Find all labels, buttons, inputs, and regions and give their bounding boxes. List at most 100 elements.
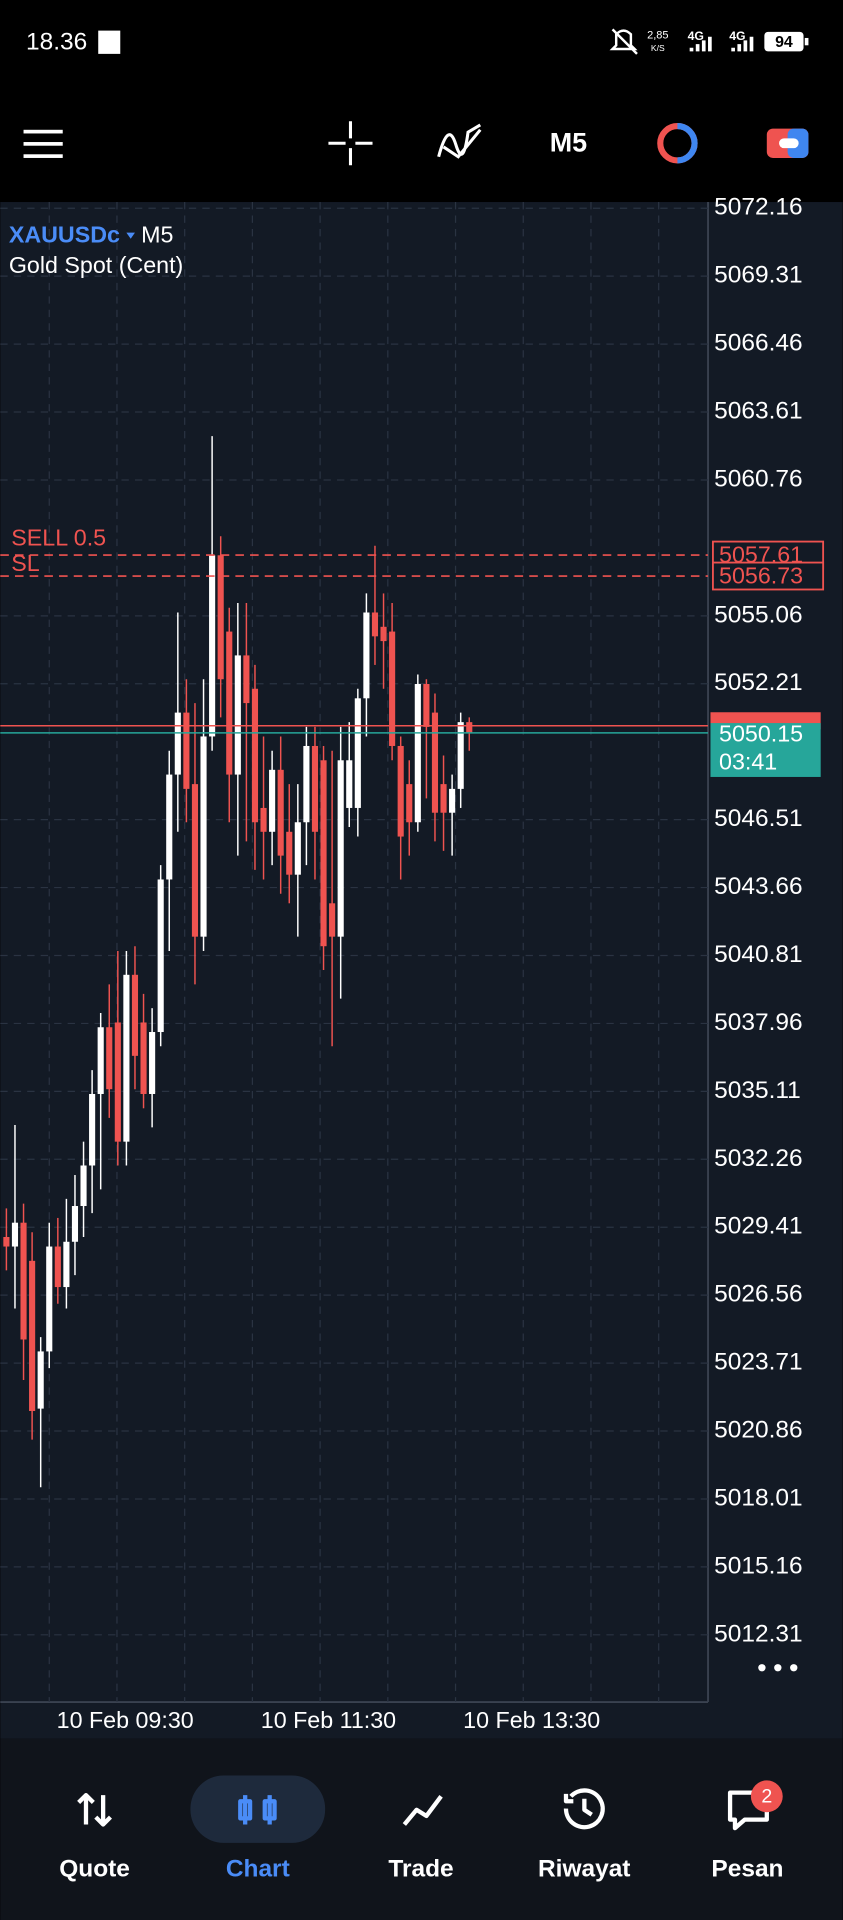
chart-background bbox=[0, 202, 843, 1739]
candle-body bbox=[457, 722, 464, 789]
dot bbox=[758, 1664, 766, 1672]
candle-body bbox=[174, 712, 181, 775]
candle-body bbox=[226, 631, 233, 775]
candle-body bbox=[89, 1093, 96, 1166]
menu-bar bbox=[23, 154, 63, 158]
candle-body bbox=[217, 555, 224, 680]
y-tick-label: 5012.31 bbox=[714, 1620, 802, 1647]
candle-body bbox=[363, 612, 370, 699]
candle-body bbox=[80, 1165, 87, 1207]
menu-button[interactable] bbox=[23, 129, 63, 158]
y-tick-label: 5043.66 bbox=[714, 873, 802, 900]
plot: 10 Feb 09:30 10 Feb 11:30 10 Feb 13:30 5050… bbox=[0, 436, 825, 1733]
bar-countdown: 03:41 bbox=[719, 749, 777, 775]
indicator-button[interactable] bbox=[437, 123, 482, 159]
candle-body bbox=[397, 745, 404, 837]
order-label: SL bbox=[11, 550, 40, 576]
symbol[interactable]: XAUUSDc bbox=[9, 221, 120, 247]
mute-icon bbox=[609, 28, 638, 55]
candle-body bbox=[320, 760, 327, 947]
order-button-icon bbox=[779, 138, 799, 149]
candle-body bbox=[3, 1237, 10, 1247]
crosshair-button[interactable] bbox=[328, 121, 373, 166]
y-tick-label: 5040.81 bbox=[714, 941, 802, 968]
dot bbox=[774, 1664, 782, 1672]
candle-body bbox=[149, 1032, 156, 1094]
y-tick-label: 5032.26 bbox=[714, 1145, 802, 1172]
battery-tip bbox=[804, 37, 809, 46]
candle-body bbox=[191, 784, 199, 937]
network-label: 4G bbox=[688, 29, 704, 43]
candle-body bbox=[294, 822, 301, 875]
order-label: SELL 0.5 bbox=[11, 524, 106, 550]
menu-bar bbox=[23, 142, 63, 146]
dot bbox=[790, 1664, 798, 1672]
candle-body bbox=[269, 769, 276, 832]
x-tick-label: 10 Feb 13:30 bbox=[463, 1707, 600, 1733]
nav-label: Chart bbox=[226, 1855, 290, 1882]
candle-body bbox=[37, 1351, 44, 1409]
bid-label-box bbox=[710, 723, 821, 777]
candle-body bbox=[346, 760, 353, 808]
top-background bbox=[0, 0, 843, 203]
y-tick-label: 5055.06 bbox=[714, 601, 802, 628]
y-tick-label: 5069.31 bbox=[714, 262, 802, 289]
nav-background bbox=[0, 1738, 843, 1920]
more-button[interactable] bbox=[758, 1664, 798, 1672]
battery-level: 94 bbox=[775, 34, 793, 51]
y-tick-label: 5063.61 bbox=[714, 398, 802, 425]
y-tick-label: 5037.96 bbox=[714, 1009, 802, 1036]
candle-body bbox=[303, 745, 310, 823]
badge-count: 2 bbox=[761, 1786, 772, 1808]
candle-body bbox=[157, 879, 164, 1033]
candle-body bbox=[29, 1260, 36, 1412]
symbol-dropdown[interactable] bbox=[126, 232, 135, 239]
candle-body bbox=[389, 631, 396, 746]
y-tick-label: 5026.56 bbox=[714, 1281, 802, 1308]
candle-body bbox=[166, 774, 173, 880]
grid: 5072.16 5069.31 5066.46 5063.61 5060.76 5055.… bbox=[0, 194, 803, 1703]
candle-body bbox=[311, 745, 319, 832]
nav-icon bbox=[563, 1788, 605, 1830]
battery-icon bbox=[764, 31, 804, 52]
notification-icon bbox=[98, 30, 121, 54]
y-tick-label: 5015.16 bbox=[714, 1552, 802, 1579]
y-tick-label: 5035.11 bbox=[714, 1077, 801, 1104]
candle-body bbox=[71, 1206, 79, 1242]
nav-item[interactable]: Trade bbox=[388, 1795, 454, 1882]
network-label: 4G bbox=[729, 29, 745, 43]
candle-body bbox=[97, 1027, 104, 1094]
signal-icon bbox=[689, 36, 712, 52]
nav-item[interactable]: Quote bbox=[59, 1792, 130, 1882]
nav-item[interactable]: Pesan bbox=[711, 1790, 784, 1883]
candle-body bbox=[140, 1022, 147, 1094]
nav-icon bbox=[402, 1795, 443, 1826]
candle-body bbox=[46, 1246, 53, 1352]
candle-body bbox=[329, 903, 336, 937]
y-tick-label: 5046.51 bbox=[714, 805, 802, 832]
menu-bar bbox=[23, 129, 63, 134]
candle-body bbox=[354, 698, 361, 808]
candle-body bbox=[11, 1222, 19, 1247]
candle-body bbox=[200, 736, 207, 937]
candle-body bbox=[431, 712, 439, 813]
speed-unit: K/S bbox=[651, 43, 665, 53]
candle-body bbox=[440, 784, 447, 813]
y-tick-label: 5029.41 bbox=[714, 1213, 802, 1240]
y-tick-label: 5066.46 bbox=[714, 330, 802, 357]
speed: 2,85 bbox=[647, 29, 668, 41]
candle-body bbox=[20, 1222, 27, 1340]
candle-body bbox=[251, 688, 259, 823]
nav-item[interactable]: Chart bbox=[190, 1775, 326, 1883]
x-tick-label: 10 Feb 09:30 bbox=[57, 1707, 194, 1733]
y-tick-label: 5020.86 bbox=[714, 1416, 802, 1443]
timeframe-button[interactable]: M5 bbox=[550, 128, 587, 158]
candle-body bbox=[63, 1241, 70, 1288]
candle-body bbox=[406, 784, 413, 823]
nav-item[interactable]: Riwayat bbox=[538, 1788, 630, 1882]
chart-timeframe: M5 bbox=[141, 221, 173, 247]
x-tick-label: 10 Feb 11:30 bbox=[261, 1707, 396, 1733]
candle-body bbox=[209, 555, 216, 737]
y-tick-label: 5023.71 bbox=[714, 1349, 802, 1376]
nav-label: Pesan bbox=[711, 1855, 783, 1882]
